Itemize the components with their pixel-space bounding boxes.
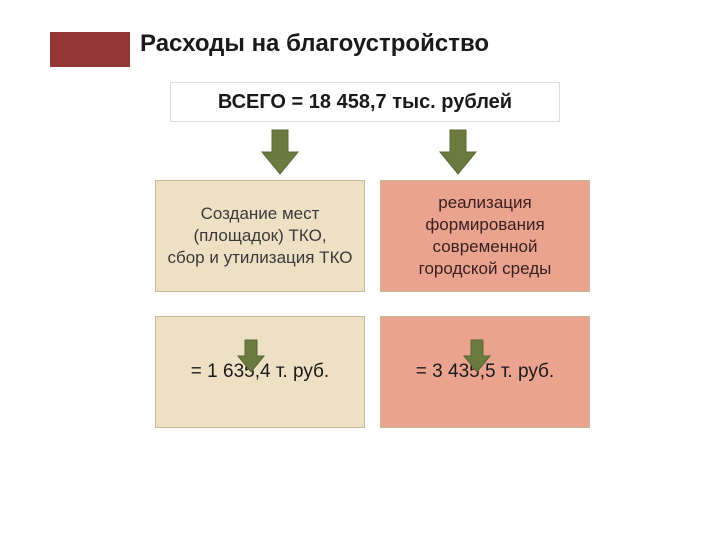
arrow-down-icon	[260, 128, 300, 176]
description-left-text: Создание мест (площадок) ТКО,сбор и утил…	[166, 203, 354, 269]
arrow-down-icon	[438, 128, 478, 176]
description-box-left: Создание мест (площадок) ТКО,сбор и утил…	[155, 180, 365, 292]
arrow-down-icon	[462, 338, 492, 374]
total-box: ВСЕГО = 18 458,7 тыс. рублей	[170, 82, 560, 122]
description-right-text: реализация формирования современной горо…	[391, 192, 579, 280]
page-title: Расходы на благоустройство	[140, 30, 489, 58]
total-text: ВСЕГО = 18 458,7 тыс. рублей	[218, 91, 512, 114]
arrow-down-icon	[236, 338, 266, 374]
description-box-right: реализация формирования современной горо…	[380, 180, 590, 292]
accent-square	[50, 32, 130, 67]
